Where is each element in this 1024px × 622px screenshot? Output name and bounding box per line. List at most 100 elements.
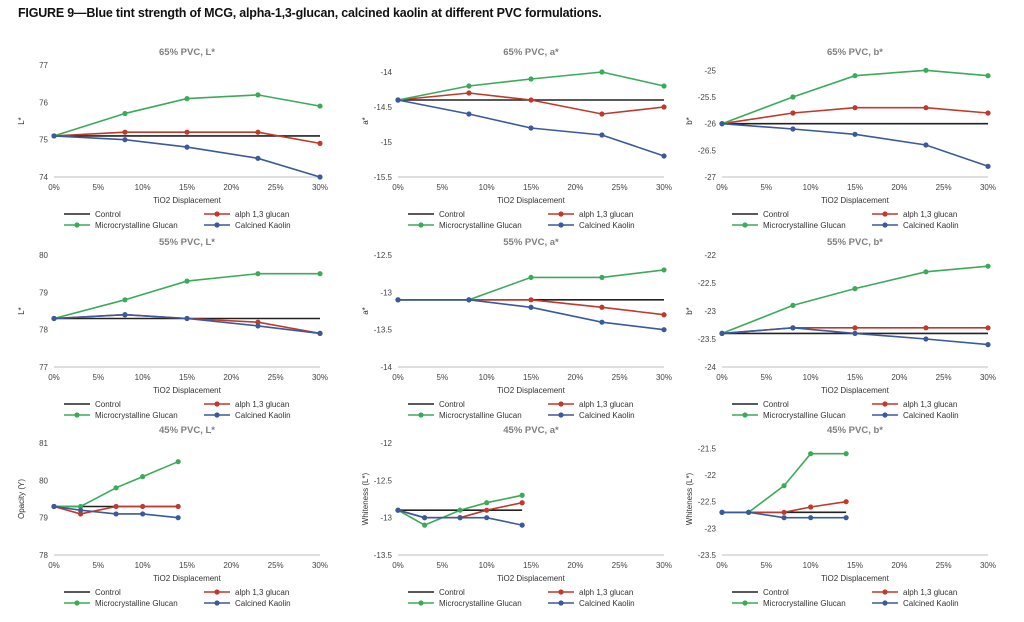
legend-swatch-marker [418,600,424,606]
data-point [661,327,667,333]
x-axis-label: TiO2 Displacement [153,574,222,583]
x-tick-label: 0% [48,183,60,192]
chart-svg: 65% PVC, L* 74 75 76 77 0% 5% 10% 15% 20% 25% 30% Ti… [17,47,328,230]
chart-panel-55-b: 55% PVC, b* -24 -23.5 -23 -22.5 -22 0% 5% 10% 15%… [678,230,1012,425]
legend-item-calcined-kaolin: Calcined Kaolin [872,221,959,230]
legend-swatch-marker [558,401,564,407]
x-tick-label: 25% [936,373,952,382]
x-tick-label: 20% [891,183,907,192]
y-tick-label: 74 [39,173,48,182]
series-line-calcined-kaolin [721,122,989,168]
legend-label: Calcined Kaolin [235,599,291,608]
y-tick-label: 77 [39,61,48,70]
data-point [466,83,472,89]
data-point [528,297,534,303]
data-point [255,155,261,161]
legend-item-microcrystalline-glucan: Microcrystalline Glucan [732,411,846,420]
chart-svg: 45% PVC, a* -13.5 -13 -12.5 -12 0% 5% 10% 15% 20%… [361,425,672,608]
legend-label: alph 1,3 glucan [903,400,957,409]
x-tick-label: 10% [135,561,151,570]
y-tick-label: -22.5 [698,279,717,288]
y-tick-label: -14.5 [374,103,393,112]
data-point [985,110,991,116]
y-tick-label: -15.5 [374,173,393,182]
data-point [255,323,261,329]
x-axis-label: TiO2 Displacement [497,386,566,395]
x-axis-label: TiO2 Displacement [153,196,222,205]
legend-item-control: Control [732,400,789,409]
data-point [175,515,181,521]
data-point [484,500,490,506]
data-point [484,515,490,521]
data-point [184,144,190,150]
legend-item-alph-1-3-glucan: alph 1,3 glucan [548,210,633,219]
x-tick-label: 15% [179,373,195,382]
data-point [808,504,814,510]
data-point [422,515,428,521]
legend-swatch-marker [742,222,748,228]
x-tick-label: 30% [656,561,672,570]
series-line-microcrystalline-glucan [721,265,989,335]
y-tick-label: -14 [380,363,392,372]
legend-item-control: Control [408,210,465,219]
x-axis-label: TiO2 Displacement [821,574,890,583]
y-axis-label: L* [17,117,26,125]
legend-swatch-marker [74,222,80,228]
data-point [746,509,752,515]
data-point [599,132,605,138]
legend-label: alph 1,3 glucan [235,400,289,409]
legend-label: Control [439,588,465,597]
x-tick-label: 10% [803,373,819,382]
x-tick-label: 25% [612,373,628,382]
legend-swatch-marker [882,222,888,228]
x-tick-label: 5% [93,183,105,192]
data-point [599,69,605,75]
data-point [175,503,181,510]
chart-panel-65-L: 65% PVC, L* 74 75 76 77 0% 5% 10% 15% 20% 25% 30% Ti… [10,40,344,235]
legend-item-control: Control [408,400,465,409]
x-tick-label: 20% [223,561,239,570]
legend-label: Microcrystalline Glucan [439,599,522,608]
x-tick-label: 15% [523,373,539,382]
data-point [790,110,796,116]
data-point [790,126,796,132]
x-tick-label: 10% [803,561,819,570]
legend-label: Control [95,210,121,219]
y-tick-label: 79 [39,514,48,523]
legend-item-control: Control [64,210,121,219]
x-tick-label: 30% [980,561,996,570]
legend-swatch-marker [74,412,80,418]
series-line-microcrystalline-glucan [398,269,665,301]
chart-svg: 55% PVC, a* -14 -13.5 -13 -12.5 0% 5% 10% 15% 20%… [361,237,672,420]
legend-label: alph 1,3 glucan [903,588,957,597]
y-tick-label: 75 [39,136,48,145]
chart-svg: 65% PVC, b* -27 -26.5 -26 -25.5 -25 0% 5% 10% 15%… [685,47,996,230]
chart-title: 45% PVC, b* [827,425,883,436]
data-point [184,315,190,322]
x-tick-label: 30% [656,183,672,192]
legend-label: Calcined Kaolin [579,221,635,230]
y-tick-label: -27 [704,173,716,182]
data-point [113,503,119,510]
data-point [852,105,858,111]
data-point [790,325,796,331]
y-axis-label: b* [685,307,694,315]
y-tick-label: -23 [704,307,716,316]
data-point [599,304,605,310]
series-alph-1-3-glucan [395,90,667,117]
y-tick-label: -25 [704,66,716,75]
data-point [317,330,323,336]
data-point [122,129,128,135]
legend-item-control: Control [732,210,789,219]
legend-item-control: Control [408,588,465,597]
legend-item-calcined-kaolin: Calcined Kaolin [548,221,635,230]
chart-panel-65-a: 65% PVC, a* -15.5 -15 -14.5 -14 0% 5% 10% 15% 20%… [354,40,688,235]
data-point [184,129,190,135]
series-microcrystalline-glucan [51,92,323,139]
chart-panel-55-a: 55% PVC, a* -14 -13.5 -13 -12.5 0% 5% 10% 15% 20%… [354,230,688,425]
data-point [661,83,667,89]
legend-label: Control [439,400,465,409]
data-point [317,140,323,146]
x-tick-label: 15% [179,183,195,192]
y-tick-label: -23.5 [698,551,717,560]
